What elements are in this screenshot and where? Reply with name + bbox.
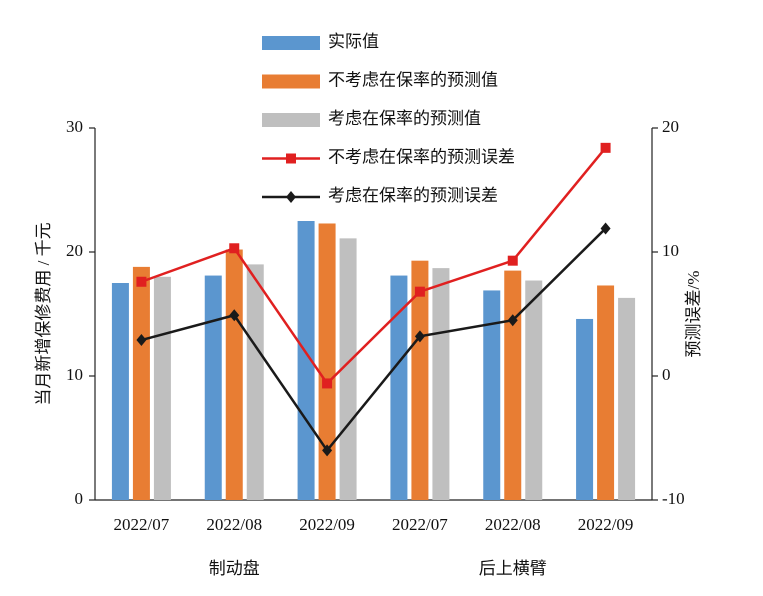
bar	[318, 223, 336, 501]
marker	[229, 243, 240, 254]
bar	[576, 318, 594, 500]
bar	[153, 276, 171, 500]
bar	[483, 290, 501, 500]
marker	[507, 255, 518, 266]
y2-tick-label: 20	[662, 117, 679, 136]
legend-label: 实际值	[328, 32, 379, 51]
marker	[322, 444, 333, 457]
marker	[229, 309, 240, 322]
marker	[136, 276, 147, 287]
group-label: 制动盘	[209, 559, 260, 578]
y2-tick-label: 0	[662, 365, 671, 384]
y-tick-label: 30	[66, 117, 83, 136]
y2-axis-label: 预测误差/%	[684, 271, 703, 358]
line	[141, 227, 607, 453]
bar	[597, 285, 615, 500]
marker	[414, 286, 425, 297]
bar	[246, 264, 264, 500]
y-tick-label: 10	[66, 365, 83, 384]
legend-label: 考虑在保率的预测值	[328, 109, 481, 128]
legend-swatch	[262, 36, 320, 50]
legend-label: 考虑在保率的预测误差	[328, 186, 498, 205]
bar	[525, 280, 543, 500]
marker	[600, 222, 611, 235]
bar	[225, 249, 243, 500]
bar	[618, 297, 636, 500]
legend-marker	[286, 153, 296, 164]
x-tick-label: 2022/09	[299, 515, 355, 534]
x-tick-label: 2022/09	[578, 515, 634, 534]
y2-tick-label: 10	[662, 241, 679, 260]
legend-marker	[286, 191, 296, 203]
group-label: 后上横臂	[479, 559, 547, 578]
legend-swatch	[262, 74, 320, 89]
y2-tick-label: -10	[662, 489, 685, 508]
legend-swatch	[262, 113, 320, 127]
marker	[136, 334, 147, 347]
x-tick-label: 2022/07	[114, 515, 170, 534]
legend-label: 不考虑在保率的预测误差	[328, 147, 515, 166]
legend-label: 不考虑在保率的预测值	[328, 70, 498, 89]
bar	[390, 275, 408, 500]
x-tick-label: 2022/08	[485, 515, 541, 534]
line	[140, 147, 607, 386]
marker	[322, 378, 333, 389]
marker	[507, 314, 518, 327]
bar	[339, 238, 357, 501]
marker	[600, 142, 611, 153]
y-tick-label: 20	[66, 241, 83, 260]
bar	[132, 266, 150, 500]
bar	[411, 260, 429, 500]
bar	[504, 270, 522, 500]
y-tick-label: 0	[75, 489, 84, 508]
bar	[432, 268, 450, 500]
bar	[204, 275, 222, 500]
y-axis-label: 当月新增保修费用 / 千元	[34, 222, 53, 405]
marker	[414, 330, 425, 343]
bar	[297, 221, 315, 500]
x-tick-label: 2022/08	[206, 515, 262, 534]
x-tick-label: 2022/07	[392, 515, 448, 534]
bar	[111, 283, 129, 500]
